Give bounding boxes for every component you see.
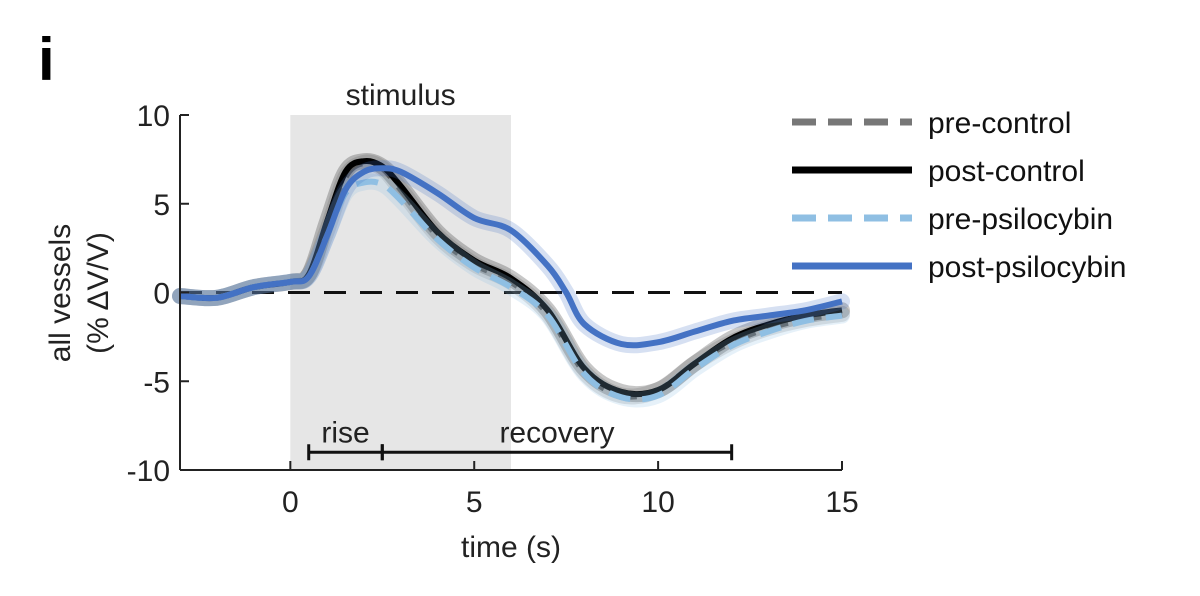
- x-tick-label: 15: [825, 486, 858, 519]
- legend-label-post-control: post-control: [928, 155, 1085, 188]
- legend-label-pre-control: pre-control: [928, 107, 1071, 140]
- y-tick-label: 0: [153, 278, 170, 311]
- legend-label-pre-psilocybin: pre-psilocybin: [928, 203, 1113, 236]
- phase-label-recovery: recovery: [499, 416, 614, 449]
- annotations: rise recovery: [307, 416, 734, 461]
- y-axis-label: all vessels (% ΔV/V): [44, 224, 115, 362]
- panel-label: i: [38, 26, 55, 93]
- x-tick-label: 0: [282, 486, 299, 519]
- phase-label-rise: rise: [321, 416, 369, 449]
- series-post-psilocybin-line: [179, 165, 843, 349]
- y-tick-label: -5: [143, 366, 170, 399]
- legend-label-post-psilocybin: post-psilocybin: [928, 251, 1126, 284]
- x-tick-label: 10: [641, 486, 674, 519]
- y-tick-label: 5: [153, 189, 170, 222]
- x-axis-label: time (s): [461, 531, 561, 564]
- y-axis-label-line-1: all vessels: [44, 224, 77, 362]
- y-axis-label-line-2: (% ΔV/V): [82, 232, 115, 354]
- y-tick-label: -10: [127, 455, 170, 488]
- legend: pre-control post-control pre-psilocybin pos…: [792, 107, 1126, 284]
- series-layer: [172, 152, 850, 408]
- stimulus-label: stimulus: [346, 79, 456, 112]
- axes: 10 5 0 -5 -10 0 5 10 15: [127, 100, 859, 519]
- x-tick-label: 5: [466, 486, 483, 519]
- y-tick-label: 10: [137, 100, 170, 133]
